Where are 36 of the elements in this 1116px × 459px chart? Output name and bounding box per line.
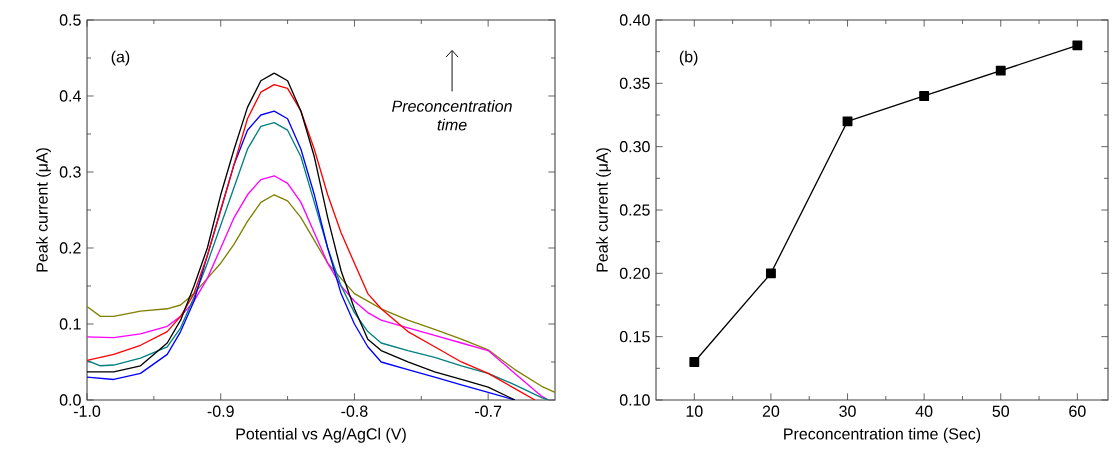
point [1072, 40, 1083, 51]
y-tick-label: 0.1 [59, 318, 81, 330]
point [842, 116, 853, 127]
y-tick-label: 0.2 [59, 242, 81, 254]
x-tick-label: 50 [992, 405, 1010, 417]
y-tick-label: 0.5 [59, 14, 81, 26]
y-tick-label: 0.35 [619, 77, 650, 89]
x-tick-label: 40 [915, 405, 933, 417]
y-tick-label: 0.15 [619, 330, 650, 343]
y-tick-label: 0.10 [619, 394, 650, 406]
x-tick-label: 10 [686, 405, 703, 417]
point [765, 268, 776, 279]
y-tick-label: 0.0 [59, 394, 81, 406]
x-tick-label: -1.0 [73, 405, 101, 417]
x-tick-label: -0.8 [341, 405, 368, 417]
x-tick-label: 60 [1069, 405, 1086, 417]
y-axis-title: Peak current (μA) [36, 148, 51, 272]
point [689, 357, 700, 367]
annotation: Preconcentration time [392, 100, 512, 131]
y-tick-label: 0.30 [619, 141, 650, 153]
x-axis-title: Potential vs Ag/AgCl (V) [236, 427, 406, 443]
y-axis-title: Peak current (μA) [596, 148, 611, 272]
x-tick-label: -0.9 [207, 405, 234, 417]
y-tick-label: 0.20 [619, 267, 650, 279]
x-axis-title: Preconcentration time (Sec) [784, 427, 981, 443]
y-tick-label: 0.3 [59, 166, 81, 178]
x-tick-label: 20 [762, 405, 780, 417]
y-tick-label: 0.40 [619, 14, 650, 26]
x-tick-label: 30 [839, 405, 856, 417]
annotation: (b) [679, 50, 698, 66]
annotation: (a) [111, 50, 130, 66]
point [995, 65, 1006, 76]
x-tick-label: -0.7 [475, 405, 502, 417]
point [919, 91, 930, 101]
y-tick-label: 0.25 [619, 204, 650, 216]
y-tick-label: 0.4 [59, 90, 81, 102]
